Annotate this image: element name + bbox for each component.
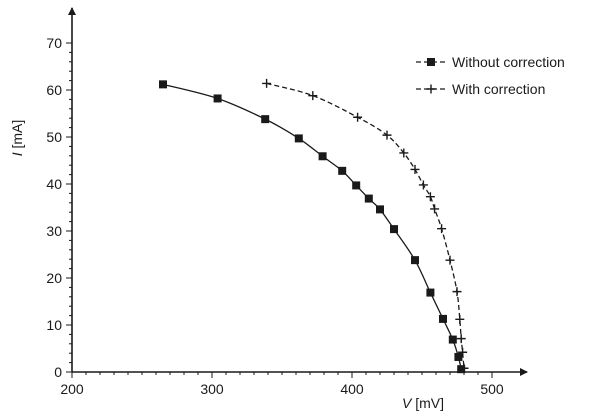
y-tick-label: 40 <box>46 176 62 192</box>
data-point <box>159 80 167 89</box>
y-tick-label: 20 <box>46 270 62 286</box>
x-tick-label: 400 <box>340 381 364 397</box>
legend-item: With correction <box>416 81 545 97</box>
data-point <box>213 94 222 103</box>
series-without-correction <box>159 80 466 374</box>
data-point <box>456 334 466 344</box>
x-tick-label: 300 <box>200 381 224 397</box>
series-line <box>162 83 462 370</box>
data-point <box>425 192 435 202</box>
data-point <box>376 205 384 214</box>
data-point <box>382 130 392 140</box>
y-axis-label: I [mA] <box>9 120 25 157</box>
data-point <box>338 166 347 175</box>
y-tick-label: 10 <box>46 317 62 333</box>
data-point <box>352 181 361 190</box>
data-point <box>439 314 447 323</box>
y-tick-label: 0 <box>54 364 62 380</box>
data-point <box>418 180 428 190</box>
series-with-correction <box>262 78 469 373</box>
data-point <box>364 194 373 203</box>
data-point <box>458 347 468 357</box>
legend: Without correction With correction <box>416 54 565 97</box>
y-axis-symbol: I <box>9 152 25 156</box>
x-tick-label: 200 <box>60 381 84 397</box>
data-point <box>426 288 435 297</box>
data-point <box>455 314 465 324</box>
data-point <box>262 78 272 88</box>
data-point <box>308 91 318 101</box>
data-point <box>390 225 398 234</box>
series-line <box>266 82 465 369</box>
y-tick-label: 60 <box>46 82 62 98</box>
data-point <box>353 112 363 122</box>
data-point <box>399 148 409 158</box>
x-axis-symbol: V <box>402 395 413 411</box>
data-point <box>437 224 447 234</box>
data-point <box>410 164 420 174</box>
y-tick-label: 70 <box>46 35 62 51</box>
data-point <box>459 363 469 373</box>
x-tick-label: 500 <box>480 381 504 397</box>
y-axis-unit: [mA] <box>9 120 25 153</box>
data-point <box>445 255 455 265</box>
data-point <box>294 134 303 143</box>
legend-label: With correction <box>452 81 545 97</box>
data-point <box>261 115 270 124</box>
x-axis-label: V [mV] <box>402 395 444 411</box>
y-tick-label: 30 <box>46 223 62 239</box>
data-point <box>318 152 327 161</box>
legend-marker <box>427 58 435 66</box>
data-point <box>452 287 462 297</box>
data-point <box>448 335 457 344</box>
data-point <box>430 204 440 214</box>
x-axis-unit: [mV] <box>411 395 444 411</box>
data-point <box>411 256 419 265</box>
y-tick-label: 50 <box>46 129 62 145</box>
legend-label: Without correction <box>452 54 565 70</box>
legend-marker <box>426 84 436 94</box>
data-point <box>454 352 463 361</box>
data-point <box>457 365 466 374</box>
legend-item: Without correction <box>416 54 565 70</box>
